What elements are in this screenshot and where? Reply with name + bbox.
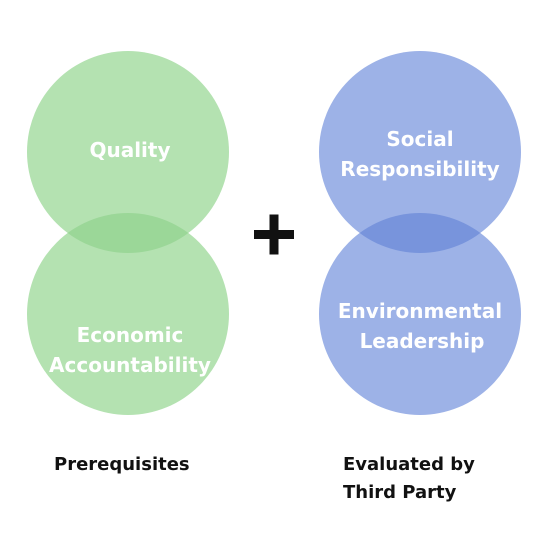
quality-circle: [27, 51, 229, 253]
accountability-label: Accountability: [49, 353, 211, 377]
right-venn-group: Social Responsibility Environmental Lead…: [319, 51, 521, 415]
responsibility-label: Responsibility: [340, 157, 499, 181]
prerequisites-caption-text: Prerequisites: [54, 454, 190, 475]
prerequisites-caption: Prerequisites: [54, 451, 190, 479]
economic-label: Economic: [77, 323, 184, 347]
evaluated-caption-line-2: Third Party: [343, 482, 457, 503]
economic-accountability-circle: [27, 213, 229, 415]
environmental-label: Environmental: [338, 299, 502, 323]
evaluated-caption-line-1: Evaluated by: [343, 454, 475, 475]
evaluated-caption: Evaluated by Third Party: [343, 451, 475, 507]
social-label: Social: [386, 127, 453, 151]
social-responsibility-circle: [319, 51, 521, 253]
leadership-label: Leadership: [360, 329, 485, 353]
left-venn-group: Quality Economic Accountability: [27, 51, 229, 415]
plus-icon: [254, 214, 294, 255]
quality-label: Quality: [89, 138, 170, 162]
environmental-leadership-circle: [319, 213, 521, 415]
